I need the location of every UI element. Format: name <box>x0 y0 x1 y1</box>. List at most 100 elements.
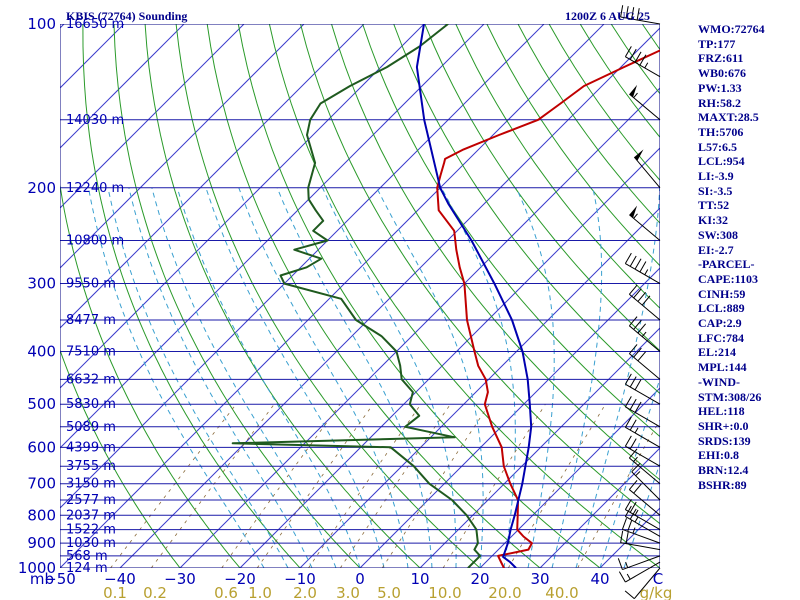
barb-feather <box>633 319 642 330</box>
wind-barb <box>628 284 661 321</box>
index-item: LCL:954 <box>698 154 745 169</box>
mixing-ratio-tick: 0.6 <box>214 584 238 600</box>
barb-feather <box>624 252 632 264</box>
barb-feather <box>629 48 637 60</box>
mixing-ratio-tick: 1.0 <box>248 584 272 600</box>
barb-staff <box>620 542 661 551</box>
barb-feather <box>637 291 647 302</box>
height-label: 9550 m <box>66 277 116 292</box>
valid-time: 1200Z 6 AUG 25 <box>565 9 650 23</box>
barb-staff <box>629 353 661 380</box>
mixing-ratio-tick: 5.0 <box>377 584 401 600</box>
pressure-label: 200 <box>27 179 56 197</box>
wind-barb <box>624 435 661 467</box>
barb-feather <box>637 351 647 362</box>
barb-feather <box>628 344 638 354</box>
barb-feather <box>641 295 651 306</box>
wind-barb <box>628 344 661 380</box>
barb-feather <box>624 498 632 510</box>
barb-staff <box>629 457 661 485</box>
sounding-traces <box>231 24 660 568</box>
height-label: 1522 m <box>66 523 116 538</box>
temperature-tick: mb <box>30 570 54 588</box>
moist-adiabat <box>107 187 289 568</box>
wind-barb <box>628 448 661 485</box>
pressure-label: 400 <box>27 343 56 361</box>
isotherm <box>60 24 245 209</box>
index-item: PW:1.33 <box>698 80 742 95</box>
wind-barb <box>631 462 661 501</box>
barb-staff <box>629 93 661 121</box>
barb-feather <box>624 46 632 57</box>
index-item: LCL:889 <box>698 301 745 316</box>
height-label: 4399 m <box>66 440 116 455</box>
mixing-ratio-tick: 3.0 <box>336 584 360 600</box>
barb-staff <box>629 293 661 321</box>
barb-staff <box>631 471 661 501</box>
height-label: 10800 m <box>66 233 124 248</box>
index-item: MPL:144 <box>698 360 747 375</box>
index-item: -WIND- <box>698 374 740 389</box>
mixing-ratio-tick: 2.0 <box>293 584 317 600</box>
index-item: MAXT:28.5 <box>698 110 759 125</box>
isotherm <box>60 24 425 389</box>
isotherm <box>299 207 660 568</box>
barb-feather <box>628 284 638 295</box>
barb-feather <box>628 480 638 490</box>
isotherm <box>60 24 185 149</box>
barb-staff <box>629 214 661 241</box>
pressure-label: 100 <box>27 15 56 33</box>
background-grid <box>60 24 660 568</box>
wind-barb <box>628 316 661 352</box>
dewpoint-trace <box>231 24 482 568</box>
wind-barb <box>624 396 661 428</box>
index-item: -PARCEL- <box>698 257 755 272</box>
barb-staff <box>625 56 661 78</box>
height-label: 2037 m <box>66 508 116 523</box>
pressure-label: 1000 <box>18 559 56 577</box>
temperature-tick: −50 <box>44 570 76 588</box>
index-item: L57:6.5 <box>698 139 737 154</box>
height-label: 8477 m <box>66 313 116 328</box>
isotherm <box>60 24 305 269</box>
index-item: TT:52 <box>698 198 730 213</box>
barb-feather <box>631 462 641 473</box>
isotherm <box>60 24 365 329</box>
temperature-tick: −30 <box>164 570 196 588</box>
isotherm <box>179 87 660 568</box>
barb-staff <box>625 561 661 583</box>
barb-staff <box>629 489 661 516</box>
index-item: TH:5706 <box>698 124 744 139</box>
height-label: 5830 m <box>66 397 116 412</box>
mixing-ratio-tick: 20.0 <box>488 584 521 600</box>
height-label: 14030 m <box>66 113 124 128</box>
wind-barb <box>633 149 661 189</box>
height-label: 16650 m <box>66 17 124 32</box>
barb-feather <box>624 435 632 447</box>
barb-feather <box>625 531 629 544</box>
mixing-ratio-tick: 10.0 <box>428 584 461 600</box>
mixing-ratio-line <box>150 403 275 568</box>
barb-feather <box>628 448 638 459</box>
barb-staff <box>625 516 661 537</box>
barb-pennant <box>629 84 638 98</box>
temperature-tick: 0 <box>355 570 365 588</box>
temperature-tick: −10 <box>284 570 316 588</box>
temperature-tick: −40 <box>104 570 136 588</box>
barb-feather <box>629 438 637 450</box>
barb-staff <box>622 528 661 544</box>
barb-feather <box>618 571 626 583</box>
barb-feather <box>627 519 633 532</box>
barb-staff <box>625 263 661 284</box>
moist-adiabat <box>515 187 555 568</box>
barb-feather <box>639 54 647 66</box>
barb-feather <box>624 396 632 408</box>
isotherm <box>60 24 545 509</box>
barb-half-feather <box>641 331 647 337</box>
index-item: TP:177 <box>698 36 736 51</box>
mixing-ratio-tick: 40.0 <box>545 584 578 600</box>
barb-feather <box>621 517 627 530</box>
index-item: EHI:0.8 <box>698 448 740 463</box>
